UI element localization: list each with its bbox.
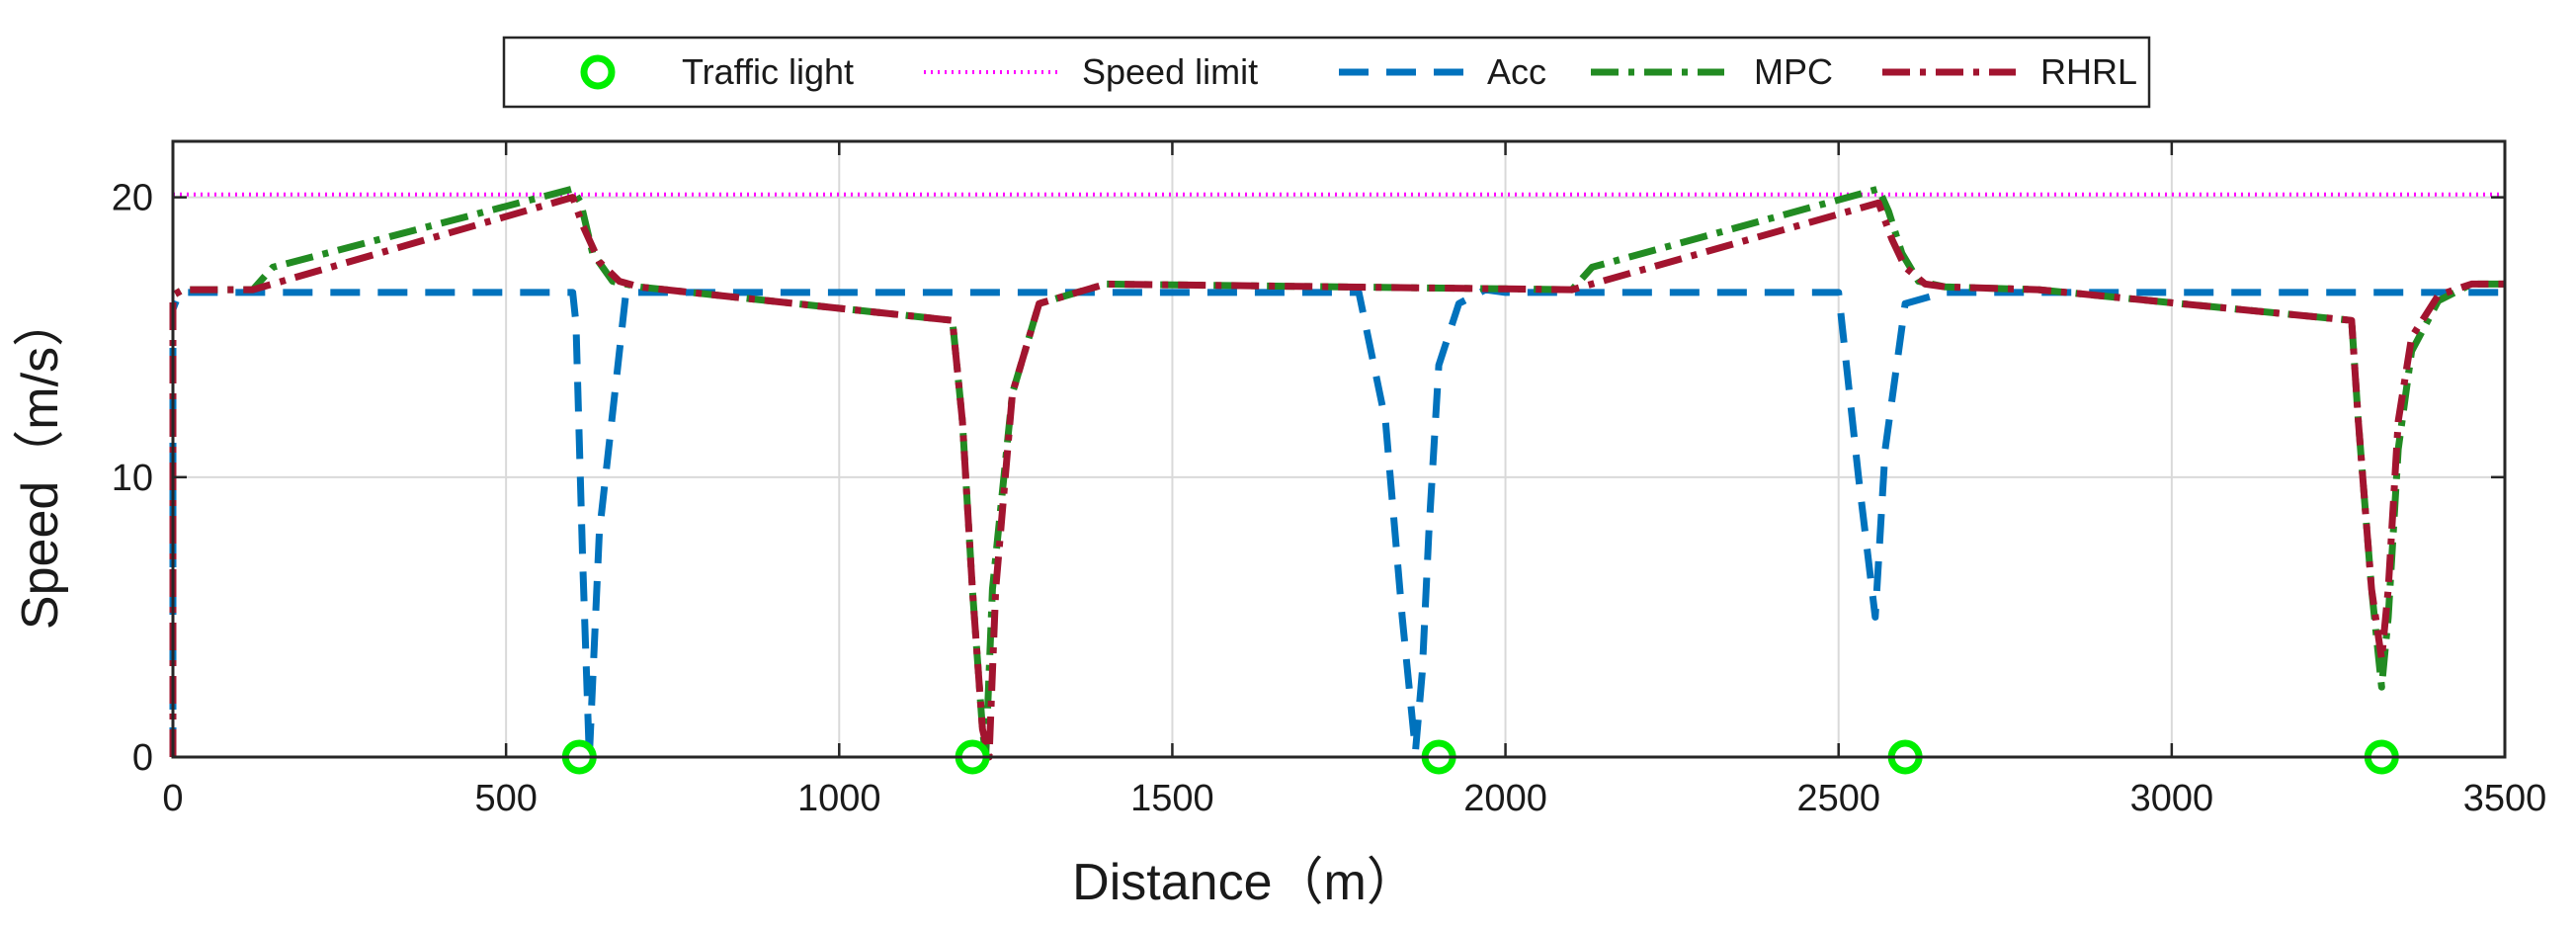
x-tick-label: 500 [474, 778, 537, 819]
grid [173, 141, 2505, 757]
legend-label-acc: Acc [1487, 51, 1546, 92]
legend-label-speed-limit: Speed limit [1082, 51, 1258, 92]
y-axis-label: Speed（m/s） [12, 296, 69, 630]
axis-ticks: 0 500 1000 1500 2000 2500 3000 3500 0 10 20 [112, 141, 2547, 819]
x-tick-label: 0 [162, 778, 183, 819]
x-tick-label: 3500 [2463, 778, 2547, 819]
y-tick-label: 0 [132, 737, 153, 779]
x-tick-label: 3000 [2130, 778, 2214, 819]
x-tick-label: 2500 [1796, 778, 1880, 819]
plot-series [169, 185, 2505, 775]
x-axis-label: Distance（m） [1072, 854, 1418, 911]
plot-frame [171, 139, 2507, 759]
series-line-rhrl [169, 194, 2505, 761]
legend-label-rhrl: RHRL [2040, 51, 2137, 92]
x-tick-label: 2000 [1463, 778, 1547, 819]
x-tick-label: 1000 [797, 778, 881, 819]
series-line-acc [169, 286, 2505, 761]
series-line-mpc [169, 185, 2505, 761]
legend-label-traffic-light: Traffic light [682, 51, 854, 92]
legend: Traffic light Speed limit Acc MPC RHRL [502, 36, 2151, 109]
legend-box [502, 36, 2151, 109]
legend-label-mpc: MPC [1754, 51, 1833, 92]
y-tick-label: 10 [112, 458, 153, 499]
x-tick-label: 1500 [1130, 778, 1214, 819]
legend-symbol-traffic-light [580, 54, 616, 90]
y-tick-label: 20 [112, 178, 153, 219]
